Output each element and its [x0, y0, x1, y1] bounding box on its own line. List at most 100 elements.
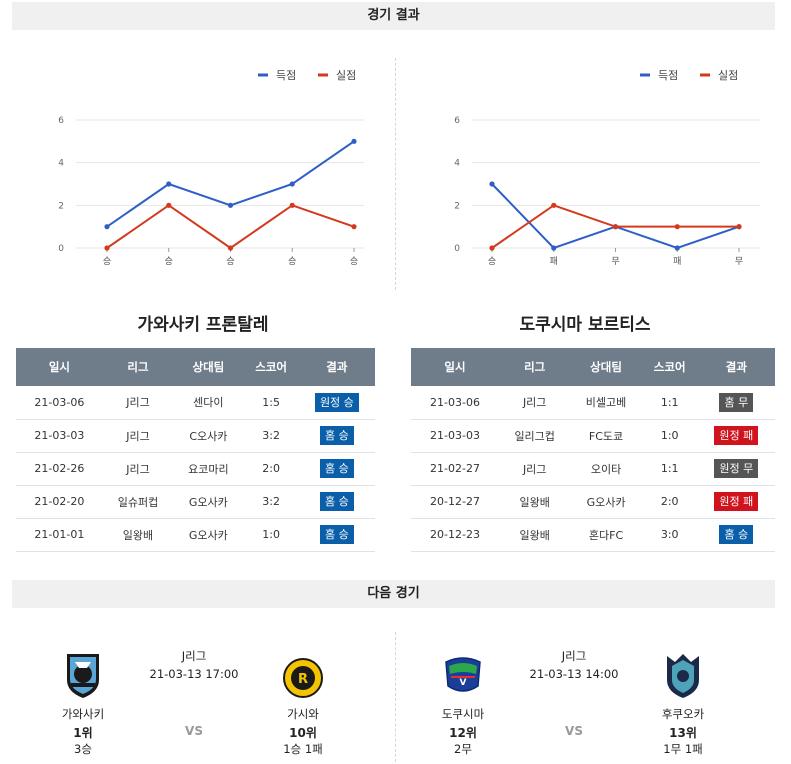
svg-text:R: R [298, 672, 308, 687]
x-tick-label: 승 [226, 256, 234, 267]
x-tick-label: 무 [735, 256, 743, 267]
table-row[interactable]: 21-03-03 일리그컵 FC도쿄 1:0 원정 패 [411, 419, 775, 453]
matches-divider [395, 632, 396, 762]
league-cell: 일리그컵 [499, 419, 571, 453]
next-match-card-2[interactable]: V 도쿠시마 12위 2무 J리그 21-03-13 14:00 VS 후쿠오카… [418, 648, 748, 758]
result-badge: 원정 패 [714, 492, 759, 511]
conceded-point [674, 224, 680, 230]
opponent-cell: G오사카 [173, 518, 244, 552]
conceded-point [104, 245, 110, 251]
x-tick-label: 승 [165, 256, 173, 267]
date-cell: 21-03-06 [16, 386, 103, 420]
score-series-line [491, 183, 740, 250]
y-tick-label: 0 [454, 244, 460, 254]
fukuoka-logo-icon [663, 652, 703, 700]
conceded-point [612, 224, 619, 230]
results-table-tokushima: 일시 리그 상대팀 스코어 결과 21-03-06 J리그 비셀고베 1:1 홈 무 21-03-… [411, 348, 775, 552]
column-header: 결과 [298, 348, 375, 386]
match-league: J리그 [561, 649, 587, 663]
result-cell: 원정 승 [298, 386, 375, 420]
x-tick-label: 승 [350, 256, 358, 267]
vs-label: VS [565, 724, 583, 738]
table-row[interactable]: 20-12-23 일왕배 혼다FC 3:0 홈 승 [411, 518, 775, 552]
league-cell: 일왕배 [499, 518, 571, 552]
away-team-name: 후쿠오카 [661, 707, 705, 721]
conceded-point [351, 224, 357, 230]
table-row[interactable]: 21-03-03 J리그 C오사카 3:2 홈 승 [16, 419, 375, 453]
team-title-tokushima: 도쿠시마 보르티스 [519, 315, 651, 335]
column-header: 리그 [499, 348, 571, 386]
table-header-row: 일시 리그 상대팀 스코어 결과 [411, 348, 775, 386]
conceded-point [551, 202, 557, 208]
home-team-record: 3승 [74, 742, 92, 756]
result-cell: 홈 승 [298, 452, 375, 486]
results-section-header: 경기 결과 [12, 2, 775, 30]
date-cell: 20-12-27 [411, 485, 500, 519]
opponent-cell: 비셀고베 [570, 386, 642, 420]
conceded-point [736, 224, 742, 230]
result-cell: 홈 무 [697, 386, 775, 420]
table-row[interactable]: 21-03-06 J리그 센다이 1:5 원정 승 [16, 386, 375, 420]
score-cell: 2:0 [243, 452, 299, 486]
match-datetime: 21-03-13 14:00 [529, 667, 619, 681]
match-away-team[interactable]: 후쿠오카 13위 1무 1패 [638, 652, 728, 757]
score-cell: 1:5 [243, 386, 299, 420]
match-home-team[interactable]: V 도쿠시마 12위 2무 [418, 652, 508, 757]
result-badge: 원정 승 [314, 392, 359, 412]
opponent-cell: 오이타 [570, 452, 642, 486]
score-cell: 1:0 [243, 518, 299, 552]
away-team-name: 가시와 [287, 707, 319, 721]
home-team-rank: 1위 [73, 726, 93, 740]
table-row[interactable]: 21-02-20 일슈퍼컵 G오사카 3:2 홈 승 [16, 485, 375, 519]
result-cell: 홈 승 [298, 419, 375, 453]
home-team-record: 2무 [454, 742, 472, 756]
x-tick-label: 패 [550, 256, 558, 267]
date-cell: 21-02-27 [411, 452, 500, 486]
score-cell: 1:1 [641, 386, 698, 420]
y-tick-label: 0 [58, 244, 64, 254]
table-row[interactable]: 21-01-01 일왕배 G오사카 1:0 홈 승 [16, 518, 375, 552]
table-row[interactable]: 21-03-06 J리그 비셀고베 1:1 홈 무 [411, 386, 775, 420]
date-cell: 21-02-20 [16, 485, 103, 519]
column-header: 스코어 [243, 348, 299, 386]
legend-conceded-label: 실점 [336, 69, 356, 82]
league-cell: 일왕배 [499, 485, 571, 519]
result-cell: 원정 패 [697, 485, 775, 519]
column-header: 리그 [102, 348, 174, 386]
date-cell: 21-03-03 [411, 419, 500, 453]
score-cell: 1:1 [641, 452, 698, 486]
match-home-team[interactable]: 가와사키 1위 3승 [38, 652, 128, 757]
score-cell: 3:2 [243, 419, 299, 453]
date-cell: 21-03-06 [411, 386, 500, 420]
date-cell: 20-12-23 [411, 518, 500, 552]
date-cell: 21-01-01 [16, 518, 103, 552]
table-row[interactable]: 21-02-27 J리그 오이타 1:1 원정 무 [411, 452, 775, 486]
score-cell: 3:0 [641, 518, 698, 552]
opponent-cell: G오사카 [570, 485, 642, 519]
opponent-cell: G오사카 [173, 485, 244, 519]
result-badge: 홈 승 [319, 492, 354, 511]
results-table-kawasaki: 일시 리그 상대팀 스코어 결과 21-03-06 J리그 센다이 1:5 원정 승 21-03-… [16, 348, 375, 552]
result-badge: 홈 승 [719, 525, 754, 544]
score-cell: 3:2 [243, 485, 299, 519]
result-badge: 홈 승 [319, 525, 354, 544]
score-chart-kawasaki: 득점 실점 0 2 4 6 승 승 승 승 승 [58, 69, 364, 267]
table-row[interactable]: 20-12-27 일왕배 G오사카 2:0 원정 패 [411, 485, 775, 519]
result-badge: 원정 패 [714, 426, 759, 445]
match-info: J리그 21-03-13 17:00 [134, 648, 254, 681]
table-row[interactable]: 21-02-26 J리그 요코마리 2:0 홈 승 [16, 452, 375, 486]
column-header: 결과 [697, 348, 775, 386]
legend-score-label: 득점 [658, 69, 678, 82]
score-point [104, 224, 110, 230]
league-cell: J리그 [102, 386, 174, 420]
match-away-team[interactable]: R 가시와 10위 1승 1패 [258, 652, 348, 757]
date-cell: 21-02-26 [16, 452, 103, 486]
result-cell: 원정 무 [697, 452, 775, 486]
match-league: J리그 [181, 649, 207, 663]
next-match-card-1[interactable]: 가와사키 1위 3승 J리그 21-03-13 17:00 VS R 가시와 1… [38, 648, 368, 758]
score-cell: 1:0 [641, 419, 698, 453]
table-header-row: 일시 리그 상대팀 스코어 결과 [16, 348, 375, 386]
result-badge: 원정 무 [714, 459, 759, 478]
kawasaki-logo-icon [63, 652, 103, 700]
x-tick-label: 승 [288, 256, 296, 267]
